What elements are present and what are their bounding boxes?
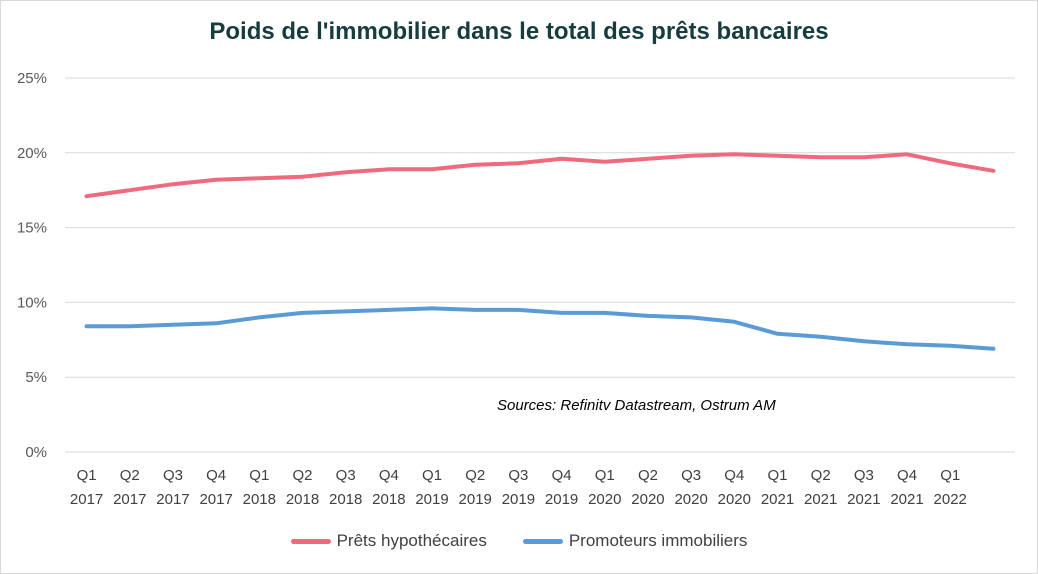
y-tick-label: 10% — [17, 294, 47, 311]
series-line-0 — [84, 152, 996, 199]
legend-item-prets-hypothecaires: Prêts hypothécaires — [290, 531, 487, 551]
x-tick-label-year: 2018 — [372, 491, 405, 508]
x-tick-label-quarter: Q1 — [77, 467, 97, 484]
x-tick-label-quarter: Q1 — [767, 467, 787, 484]
x-tick-label-year: 2017 — [70, 491, 103, 508]
x-tick-label-quarter: Q3 — [854, 467, 874, 484]
x-tick-label-year: 2018 — [243, 491, 276, 508]
x-tick-label-year: 2021 — [890, 491, 923, 508]
legend-item-promoteurs-immobiliers: Promoteurs immobiliers — [522, 531, 748, 551]
x-tick-label-year: 2019 — [545, 491, 578, 508]
x-tick-label-quarter: Q3 — [336, 467, 356, 484]
legend-label-prets-hypothecaires: Prêts hypothécaires — [336, 531, 487, 550]
x-tick-label-year: 2019 — [459, 491, 492, 508]
x-tick-label-year: 2017 — [199, 491, 232, 508]
x-tick-label-quarter: Q4 — [552, 467, 572, 484]
x-tick-label-quarter: Q4 — [897, 467, 917, 484]
x-tick-label-year: 2018 — [286, 491, 319, 508]
x-tick-label-year: 2020 — [718, 491, 751, 508]
x-tick-label-year: 2021 — [847, 491, 880, 508]
x-tick-label-quarter: Q2 — [638, 467, 658, 484]
x-tick-label-quarter: Q2 — [811, 467, 831, 484]
source-annotation: Sources: Refinitv Datastream, Ostrum AM — [497, 397, 776, 414]
x-tick-label-quarter: Q2 — [120, 467, 140, 484]
x-tick-label-year: 2020 — [631, 491, 664, 508]
legend-label-promoteurs-immobiliers: Promoteurs immobiliers — [568, 531, 748, 550]
x-tick-label-year: 2019 — [502, 491, 535, 508]
x-tick-label-quarter: Q1 — [595, 467, 615, 484]
x-tick-label-year: 2020 — [588, 491, 621, 508]
y-tick-label: 5% — [25, 369, 47, 386]
x-tick-label-quarter: Q4 — [379, 467, 399, 484]
x-tick-label-year: 2021 — [804, 491, 837, 508]
x-tick-label-quarter: Q2 — [465, 467, 485, 484]
grid-lines — [65, 77, 1015, 453]
y-tick-label: 0% — [25, 444, 47, 461]
x-tick-label-quarter: Q4 — [724, 467, 744, 484]
x-tick-label-year: 2021 — [761, 491, 794, 508]
legend-swatch-promoteurs-immobiliers — [522, 538, 563, 544]
x-tick-label-quarter: Q3 — [508, 467, 528, 484]
x-tick-label-quarter: Q4 — [206, 467, 226, 484]
x-tick-label-quarter: Q1 — [249, 467, 269, 484]
x-tick-label-quarter: Q1 — [940, 467, 960, 484]
legend: Prêts hypothécaires Promoteurs immobilie… — [0, 531, 1038, 551]
x-tick-label-year: 2017 — [113, 491, 146, 508]
x-tick-label-quarter: Q2 — [292, 467, 312, 484]
x-tick-label-year: 2017 — [156, 491, 189, 508]
x-tick-label-year: 2022 — [934, 491, 967, 508]
y-tick-label: 20% — [17, 145, 47, 162]
x-tick-label-year: 2019 — [415, 491, 448, 508]
y-tick-label: 15% — [17, 220, 47, 237]
y-tick-label: 25% — [17, 70, 47, 87]
legend-swatch-prets-hypothecaires — [290, 538, 331, 544]
x-tick-label-year: 2018 — [329, 491, 362, 508]
series-lines — [84, 152, 996, 351]
x-axis-tick-labels: Q1 2017 Q2 2017 Q3 2017 Q4 2017 Q1 2018 Q2 2018 Q3 20… — [70, 467, 967, 508]
series-line-1 — [84, 306, 996, 351]
y-axis-tick-labels: 0% 5% 10% 15% 20% 25% — [17, 70, 47, 461]
x-tick-label-year: 2020 — [674, 491, 707, 508]
x-tick-label-quarter: Q1 — [422, 467, 442, 484]
chart-title: Poids de l'immobilier dans le total des … — [209, 18, 829, 45]
x-tick-label-quarter: Q3 — [681, 467, 701, 484]
x-tick-label-quarter: Q3 — [163, 467, 183, 484]
